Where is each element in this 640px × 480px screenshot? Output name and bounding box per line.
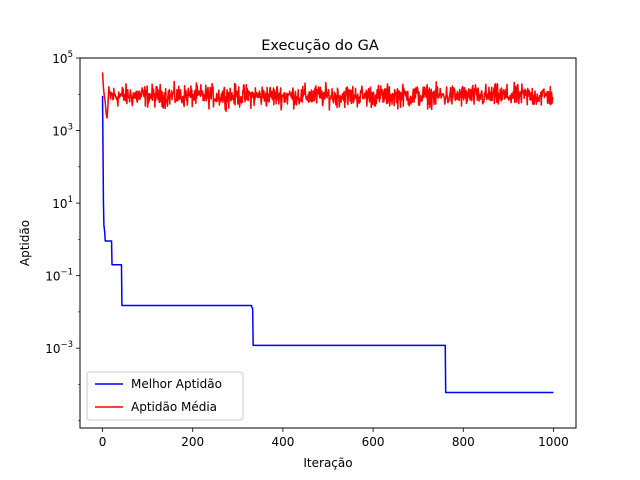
axes-frame	[79, 57, 577, 429]
y-tick-label: 10−1	[45, 268, 73, 284]
x-tick-label: 0	[99, 435, 107, 449]
plot-area	[79, 57, 577, 429]
x-tick-label: 1000	[538, 435, 569, 449]
legend-box	[86, 371, 244, 421]
x-tick-label: 200	[181, 435, 204, 449]
legend: Melhor Aptidão Aptidão Média	[86, 371, 244, 421]
chart-title: Execução do GA	[261, 38, 379, 54]
x-axis-label: Iteração	[303, 456, 352, 470]
x-tick-label: 600	[362, 435, 385, 449]
x-tick-label: 400	[271, 435, 294, 449]
series-layer	[101, 72, 554, 394]
y-tick-label: 10−3	[45, 340, 73, 356]
legend-label-best: Melhor Aptidão	[131, 377, 222, 391]
y-axis-label: Aptidão	[18, 220, 32, 266]
x-tick-label: 800	[452, 435, 475, 449]
series-line-best	[101, 95, 554, 394]
y-axis: 105 103 101 10−1 10−3	[45, 50, 80, 422]
x-axis: 0 200 400 600 800 1000	[99, 428, 569, 449]
y-tick-label: 105	[52, 50, 73, 66]
series-line-mean	[101, 72, 554, 119]
y-tick-label: 101	[52, 195, 73, 211]
legend-label-mean: Aptidão Média	[131, 400, 217, 414]
y-tick-label: 103	[52, 123, 73, 139]
